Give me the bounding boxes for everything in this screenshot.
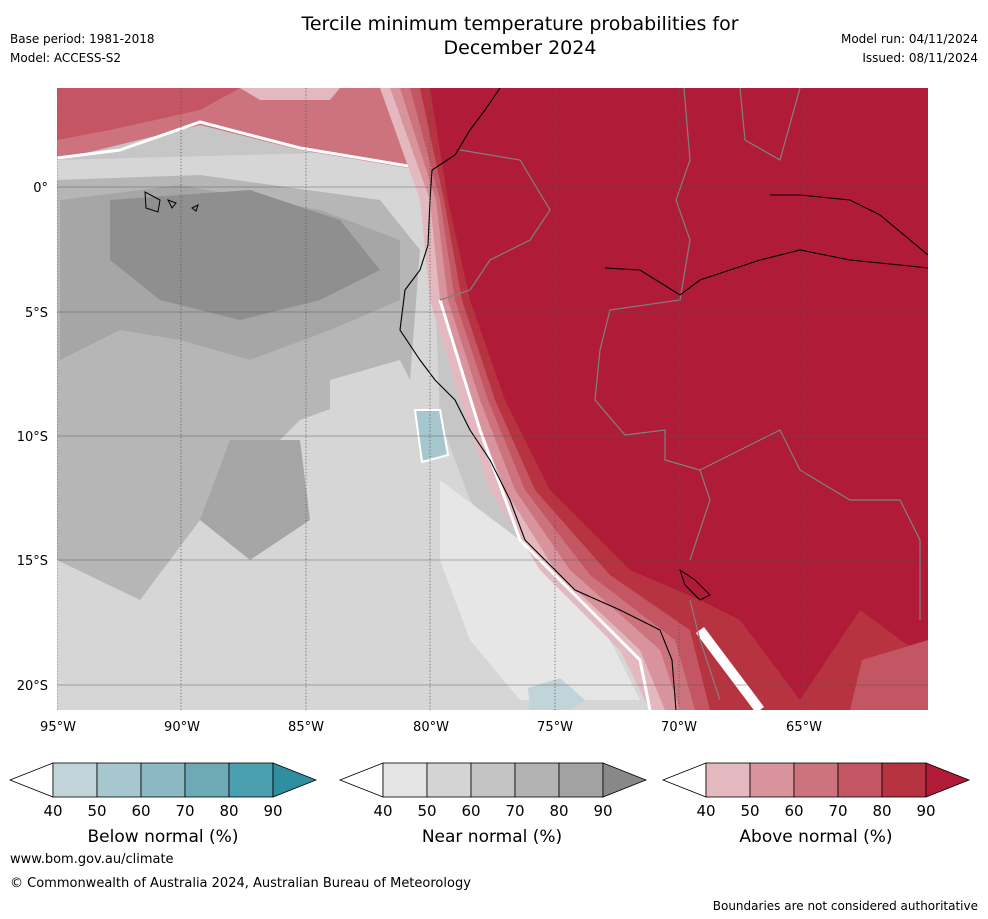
legend-tick: 40	[43, 802, 62, 820]
model-name: Model: ACCESS-S2	[10, 51, 122, 65]
legend-swatch	[793, 762, 839, 798]
atacama-near-normal-strip	[696, 627, 764, 710]
issued-date: Issued: 08/11/2024	[862, 51, 978, 65]
legend-caption: Near normal (%)	[422, 827, 562, 847]
galapagos-island	[191, 204, 199, 212]
lat-label: 15°S	[17, 554, 48, 569]
legend-below-normal: 40 50 60 70 80 90 Below normal (%)	[8, 762, 318, 847]
legend-swatch	[749, 762, 795, 798]
galapagos-island	[144, 191, 161, 213]
graticule-parallels	[57, 186, 928, 686]
lon-label: 70°W	[661, 720, 697, 735]
legend-swatch	[96, 762, 142, 798]
legend-near-normal: 40 50 60 70 80 90 Near normal (%)	[338, 762, 648, 847]
coastline	[399, 88, 677, 710]
title-line-1: Tercile minimum temperature probabilitie…	[301, 13, 739, 35]
lake-titicaca	[679, 568, 711, 601]
map-field	[57, 88, 928, 710]
legend-swatch	[602, 762, 648, 798]
boundary-disclaimer: Boundaries are not considered authoritat…	[712, 899, 978, 913]
lon-label: 80°W	[413, 720, 449, 735]
legend-tick: 50	[87, 802, 106, 820]
lon-label: 65°W	[786, 720, 822, 735]
legend-swatch	[382, 762, 428, 798]
legend-swatch	[338, 762, 384, 798]
legend-tick: 90	[916, 802, 935, 820]
legend-tick: 80	[549, 802, 568, 820]
above-normal-north-70	[57, 88, 240, 140]
legend-swatch	[184, 762, 230, 798]
graticule-meridians	[57, 88, 805, 710]
legend-swatch	[8, 762, 54, 798]
latitude-labels: 0° 5°S 10°S 15°S 20°S	[17, 181, 48, 694]
legend-tick: 60	[784, 802, 803, 820]
legend-tick: 70	[505, 802, 524, 820]
legend-swatch	[272, 762, 318, 798]
legend-swatch	[470, 762, 516, 798]
legend-tick: 90	[263, 802, 282, 820]
legend-swatch	[140, 762, 186, 798]
copyright-text: © Commonwealth of Australia 2024, Austra…	[10, 876, 471, 891]
above-normal-north-40	[240, 88, 340, 100]
above-normal-southeast-region	[850, 640, 928, 710]
category-boundary-coast	[438, 299, 652, 710]
negro-river	[770, 194, 928, 256]
country-border	[439, 149, 551, 301]
lon-label: 85°W	[288, 720, 324, 735]
longitude-labels: 95°W 90°W 85°W 80°W 75°W 70°W 65°W	[40, 720, 822, 735]
near-normal-90-region	[110, 190, 380, 320]
above-normal-90-region	[430, 88, 928, 700]
near-normal-50-patch	[330, 360, 430, 470]
galapagos-island	[166, 199, 177, 209]
lat-label: 20°S	[17, 679, 48, 694]
legend-tick: 50	[740, 802, 759, 820]
country-border	[699, 429, 921, 620]
legend-tick: 80	[219, 802, 238, 820]
legend-swatch	[558, 762, 604, 798]
legend-tick: 40	[696, 802, 715, 820]
legend-swatch	[705, 762, 751, 798]
website-link[interactable]: www.bom.gov.au/climate	[10, 852, 174, 867]
country-border	[739, 88, 801, 161]
below-normal-patch-south	[528, 678, 585, 710]
legend-caption: Above normal (%)	[739, 827, 892, 847]
country-border	[594, 88, 711, 561]
title-line-2: December 2024	[443, 37, 597, 59]
legend-above-normal: 40 50 60 70 80 90 Above normal (%)	[661, 762, 971, 847]
metadata-right: Model run: 04/11/2024 Issued: 08/11/2024	[841, 30, 978, 68]
lon-label: 75°W	[537, 720, 573, 735]
legend-tick: 80	[872, 802, 891, 820]
legend-swatch	[514, 762, 560, 798]
lon-label: 95°W	[40, 720, 76, 735]
legend-swatch	[881, 762, 927, 798]
legend-swatch	[837, 762, 883, 798]
legend-tick: 60	[461, 802, 480, 820]
legend-swatch	[661, 762, 707, 798]
country-border	[689, 599, 721, 701]
legend-swatch	[52, 762, 98, 798]
map-title: Tercile minimum temperature probabilitie…	[0, 12, 988, 60]
legend-swatch	[925, 762, 971, 798]
lat-label: 5°S	[25, 306, 48, 321]
metadata-left: Base period: 1981-2018 Model: ACCESS-S2	[10, 30, 155, 68]
legend-tick: 70	[828, 802, 847, 820]
legend-tick: 60	[131, 802, 150, 820]
amazon-river	[604, 249, 928, 296]
lat-label: 10°S	[17, 430, 48, 445]
near-normal-80-patch	[200, 440, 310, 560]
near-normal-40-region	[440, 480, 640, 700]
legend-tick: 50	[417, 802, 436, 820]
lon-label: 90°W	[164, 720, 200, 735]
model-run: Model run: 04/11/2024	[840, 32, 978, 46]
legend-swatch	[228, 762, 274, 798]
legend-caption: Below normal (%)	[88, 827, 239, 847]
lat-label: 0°	[33, 181, 48, 196]
legend-tick: 90	[593, 802, 612, 820]
legend-swatch	[426, 762, 472, 798]
base-period: Base period: 1981-2018	[10, 32, 155, 46]
legend-tick: 70	[175, 802, 194, 820]
legend-tick: 40	[373, 802, 392, 820]
